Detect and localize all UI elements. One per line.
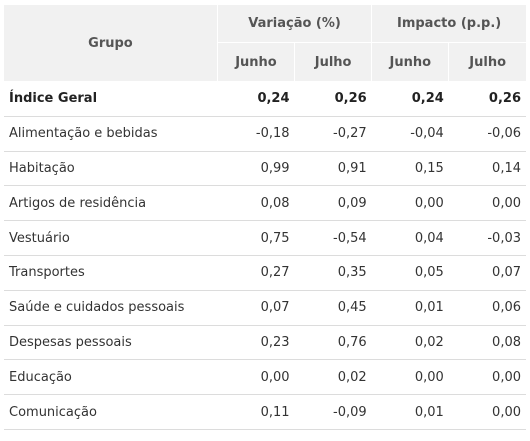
cell-impact-june: 0,02 — [371, 325, 449, 361]
column-header-impact: Impacto (p.p.) — [371, 4, 526, 43]
cell-impact-june: 0,15 — [371, 151, 449, 187]
table-header: Grupo Variação (%) Impacto (p.p.) Junho … — [4, 4, 526, 82]
table-row: Alimentação e bebidas -0,18 -0,27 -0,04 … — [4, 116, 526, 152]
cell-impact-july: 0,00 — [448, 394, 526, 430]
cell-impact-june: 0,24 — [371, 81, 449, 117]
cell-variation-june: 0,07 — [217, 290, 295, 326]
row-group-name: Habitação — [4, 151, 218, 187]
cell-impact-july: -0,03 — [448, 220, 526, 256]
table-row: Habitação 0,99 0,91 0,15 0,14 — [4, 151, 526, 187]
cell-variation-july: -0,27 — [294, 116, 372, 152]
table-row: Saúde e cuidados pessoais 0,07 0,45 0,01… — [4, 290, 526, 326]
cell-variation-june: 0,24 — [217, 81, 295, 117]
cell-impact-july: 0,00 — [448, 359, 526, 396]
cell-variation-july: 0,91 — [294, 151, 372, 187]
row-group-name: Despesas pessoais — [4, 325, 218, 361]
subheader-impact-july: Julho — [448, 42, 526, 82]
cell-impact-july: 0,14 — [448, 151, 526, 187]
table-row: Comunicação 0,11 -0,09 0,01 0,00 — [4, 394, 526, 430]
cell-impact-june: 0,01 — [371, 290, 449, 326]
header-row-top: Grupo Variação (%) Impacto (p.p.) — [4, 4, 526, 82]
table-row: Despesas pessoais 0,23 0,76 0,02 0,08 — [4, 325, 526, 361]
cell-variation-june: 0,75 — [217, 220, 295, 256]
cell-impact-july: 0,08 — [448, 325, 526, 361]
subheader-impact-june: Junho — [371, 42, 450, 82]
cell-variation-june: 0,11 — [217, 394, 295, 430]
column-header-variation: Variação (%) — [216, 4, 373, 43]
row-group-name: Índice Geral — [4, 81, 218, 117]
cell-impact-july: 0,26 — [448, 81, 526, 117]
table-row: Educação 0,00 0,02 0,00 0,00 — [4, 359, 526, 396]
cell-impact-june: 0,04 — [371, 220, 449, 256]
cell-variation-june: 0,08 — [217, 185, 295, 222]
cell-variation-july: 0,26 — [294, 81, 372, 117]
cell-impact-june: -0,04 — [371, 116, 449, 152]
cell-impact-june: 0,00 — [371, 185, 449, 222]
cell-variation-july: -0,09 — [294, 394, 372, 430]
cell-impact-july: 0,07 — [448, 255, 526, 291]
header-row-sub: Junho Julho Junho Julho — [4, 42, 526, 82]
cell-impact-july: -0,06 — [448, 116, 526, 152]
cell-impact-june: 0,05 — [371, 255, 449, 291]
cell-variation-june: 0,27 — [217, 255, 295, 291]
cell-variation-june: 0,23 — [217, 325, 295, 361]
cell-variation-june: 0,00 — [217, 359, 295, 396]
cell-variation-june: -0,18 — [217, 116, 295, 152]
cell-impact-july: 0,06 — [448, 290, 526, 326]
table-body: Índice Geral 0,24 0,26 0,24 0,26 Aliment… — [4, 81, 526, 430]
subheader-variation-june: Junho — [216, 42, 296, 82]
row-group-name: Alimentação e bebidas — [4, 116, 218, 152]
row-group-name: Educação — [4, 359, 218, 396]
subheader-variation-july: Julho — [294, 42, 373, 82]
cell-variation-july: 0,09 — [294, 185, 372, 222]
cell-variation-june: 0,99 — [217, 151, 295, 187]
table-row: Artigos de residência 0,08 0,09 0,00 0,0… — [4, 185, 526, 222]
cell-variation-july: -0,54 — [294, 220, 372, 256]
row-group-name: Artigos de residência — [4, 185, 218, 222]
column-header-group: Grupo — [4, 4, 218, 82]
cell-variation-july: 0,45 — [294, 290, 372, 326]
row-group-name: Saúde e cuidados pessoais — [4, 290, 218, 326]
cell-impact-july: 0,00 — [448, 185, 526, 222]
table-row: Índice Geral 0,24 0,26 0,24 0,26 — [4, 81, 526, 117]
cell-impact-june: 0,01 — [371, 394, 449, 430]
row-group-name: Vestuário — [4, 220, 218, 256]
cell-variation-july: 0,76 — [294, 325, 372, 361]
table-row: Transportes 0,27 0,35 0,05 0,07 — [4, 255, 526, 291]
table-row: Vestuário 0,75 -0,54 0,04 -0,03 — [4, 220, 526, 256]
cell-variation-july: 0,35 — [294, 255, 372, 291]
row-group-name: Comunicação — [4, 394, 218, 430]
row-group-name: Transportes — [4, 255, 218, 291]
ipca-groups-table: Grupo Variação (%) Impacto (p.p.) Junho … — [4, 4, 526, 430]
cell-variation-july: 0,02 — [294, 359, 372, 396]
cell-impact-june: 0,00 — [371, 359, 449, 396]
